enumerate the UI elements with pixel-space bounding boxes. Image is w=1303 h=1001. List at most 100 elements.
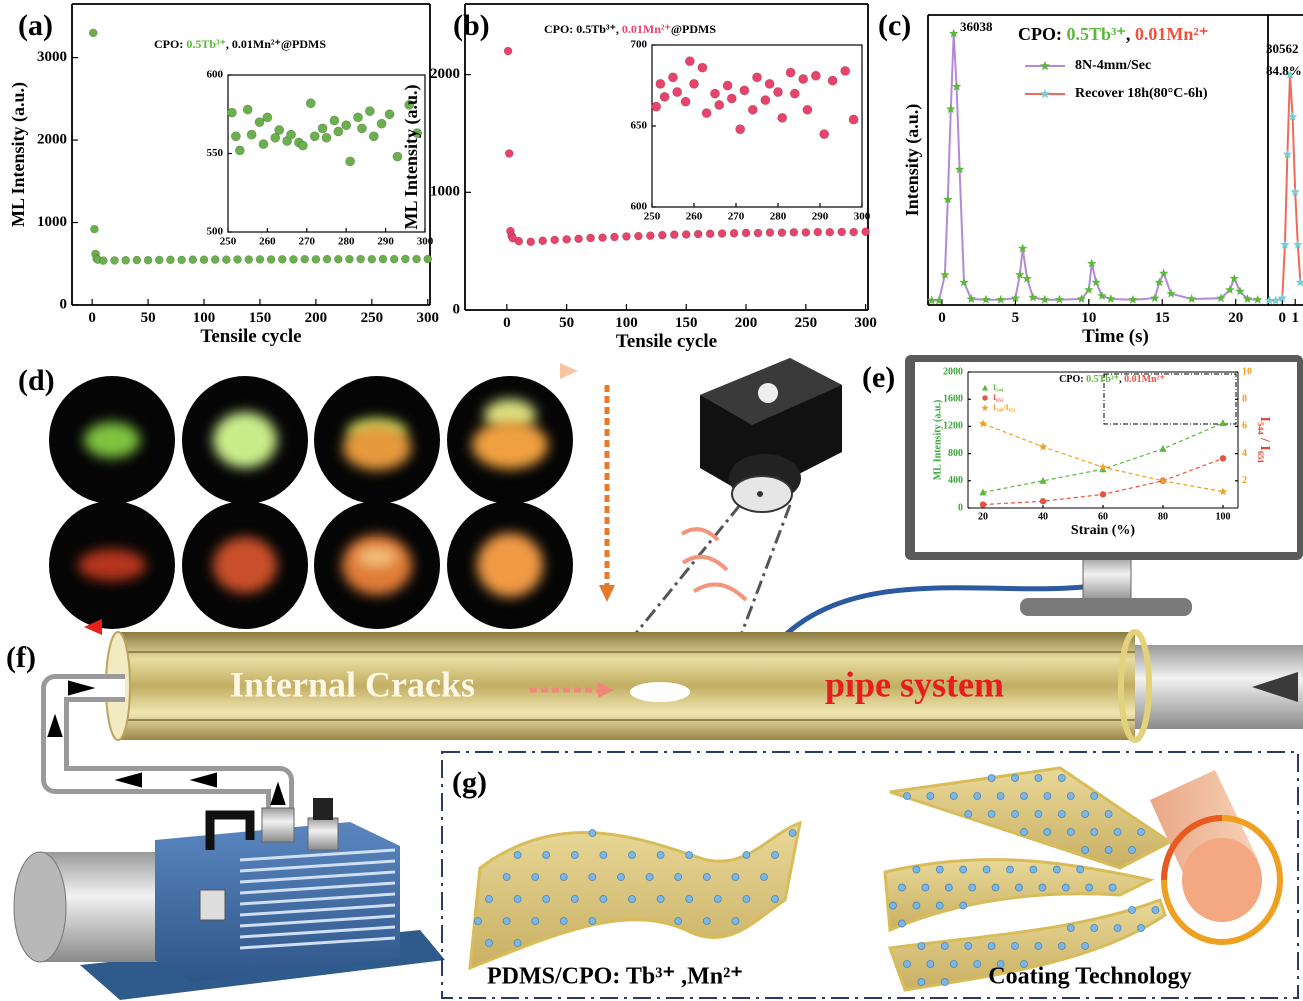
data-point bbox=[263, 113, 272, 122]
phosphor-particle bbox=[646, 874, 653, 881]
x-tick-label: 290 bbox=[377, 235, 394, 247]
data-point bbox=[959, 278, 968, 287]
phosphor-particle bbox=[1091, 829, 1098, 836]
phosphor-particle bbox=[732, 874, 739, 881]
phosphor-particle bbox=[703, 874, 710, 881]
phosphor-particle bbox=[1152, 907, 1159, 914]
series-line bbox=[1269, 75, 1300, 301]
panel-label: (g) bbox=[452, 766, 487, 799]
y-tick-label: 0 bbox=[958, 502, 963, 513]
data-point bbox=[234, 255, 242, 263]
data-point bbox=[778, 229, 786, 237]
data-point bbox=[670, 231, 678, 239]
phosphor-particle bbox=[950, 961, 957, 968]
data-point bbox=[766, 229, 774, 237]
data-point bbox=[377, 119, 386, 128]
emission-wave bbox=[694, 584, 746, 600]
phosphor-particle bbox=[543, 896, 550, 903]
phosphor-particle bbox=[1086, 884, 1093, 891]
data-point bbox=[826, 228, 834, 236]
title-part: CPO: bbox=[1059, 374, 1086, 385]
data-point bbox=[290, 255, 298, 263]
arrow-head bbox=[599, 585, 615, 602]
pipe-label: pipe system bbox=[825, 664, 1004, 704]
phosphor-particle bbox=[988, 775, 995, 782]
data-point bbox=[634, 232, 642, 240]
chart-title: CPO: 0.5Tb³⁺, 0.01Mn²⁺@PDMS bbox=[544, 22, 716, 36]
data-point bbox=[385, 110, 394, 119]
phosphor-particle bbox=[1035, 775, 1042, 782]
data-point bbox=[322, 133, 331, 142]
panel-label: (d) bbox=[18, 364, 55, 397]
figure: (d)Internal Crackspipe system(f)(g)PDMS/… bbox=[0, 0, 1303, 1001]
data-point bbox=[368, 255, 376, 263]
x-tick-label: 50 bbox=[141, 310, 156, 326]
phosphor-particle bbox=[1053, 866, 1060, 873]
data-point bbox=[379, 255, 387, 263]
x-tick-label: 260 bbox=[686, 210, 703, 222]
panel-label: (b) bbox=[453, 9, 490, 42]
luminescence-spot bbox=[343, 426, 411, 470]
data-point bbox=[599, 234, 607, 242]
title-part: @PDMS bbox=[671, 22, 716, 36]
chart-title: CPO: 0.5Tb³⁺, 0.01Mn²⁺ bbox=[1059, 374, 1165, 385]
data-point bbox=[778, 113, 787, 122]
phosphor-particle bbox=[988, 943, 995, 950]
phosphor-particle bbox=[543, 852, 550, 859]
data-point bbox=[243, 105, 252, 114]
x-tick-label: 100 bbox=[615, 315, 638, 331]
data-point bbox=[563, 235, 571, 243]
data-point bbox=[189, 256, 197, 264]
inset-frame bbox=[652, 45, 862, 207]
phosphor-particle bbox=[913, 866, 920, 873]
data-point bbox=[710, 89, 719, 98]
data-point bbox=[981, 295, 990, 304]
phosphor-particle bbox=[743, 896, 750, 903]
data-point bbox=[330, 116, 339, 125]
x-axis-label: Tensile cycle bbox=[200, 326, 301, 347]
data-point bbox=[505, 149, 513, 157]
x-tick-label: 10 bbox=[1081, 310, 1096, 326]
data-point bbox=[353, 113, 362, 122]
phosphor-particle bbox=[743, 852, 750, 859]
phosphor-particle bbox=[950, 793, 957, 800]
x-axis-label: Time (s) bbox=[1082, 326, 1149, 347]
data-point bbox=[838, 228, 846, 236]
pump-knob bbox=[313, 798, 333, 820]
x-tick-label: 5 bbox=[1012, 310, 1020, 326]
pump-inlet bbox=[308, 818, 338, 850]
data-point bbox=[1220, 455, 1226, 461]
phosphor-particle bbox=[1067, 829, 1074, 836]
phosphor-particle bbox=[997, 793, 1004, 800]
x-tick-label: 200 bbox=[305, 310, 328, 326]
title-part: 0.5Tb³⁺ bbox=[1067, 24, 1126, 44]
phosphor-particle bbox=[974, 793, 981, 800]
data-point bbox=[178, 256, 186, 264]
phosphor-particle bbox=[1082, 811, 1089, 818]
phosphor-particle bbox=[1062, 884, 1069, 891]
data-point bbox=[306, 99, 315, 108]
phosphor-particle bbox=[686, 896, 693, 903]
title-part: CPO: bbox=[154, 37, 186, 51]
phosphor-particle bbox=[657, 896, 664, 903]
data-point bbox=[622, 232, 630, 240]
phosphor-particle bbox=[571, 896, 578, 903]
data-point bbox=[227, 108, 236, 117]
phosphor-particle bbox=[904, 961, 911, 968]
phosphor-particle bbox=[936, 866, 943, 873]
luminescence-spot bbox=[213, 412, 277, 468]
phosphor-particle bbox=[890, 902, 897, 909]
y2-tick-label: 10 bbox=[1242, 366, 1252, 377]
data-point bbox=[267, 255, 275, 263]
data-point bbox=[247, 130, 256, 139]
data-point bbox=[312, 255, 320, 263]
phosphor-particle bbox=[941, 979, 948, 986]
phosphor-particle bbox=[1035, 811, 1042, 818]
data-point bbox=[646, 232, 654, 240]
data-point bbox=[658, 231, 666, 239]
x-tick-label: 250 bbox=[361, 310, 384, 326]
data-point bbox=[1106, 294, 1116, 303]
x-tick-label: 50 bbox=[559, 315, 574, 331]
data-point bbox=[539, 237, 547, 245]
x-tick-label: 280 bbox=[770, 210, 787, 222]
